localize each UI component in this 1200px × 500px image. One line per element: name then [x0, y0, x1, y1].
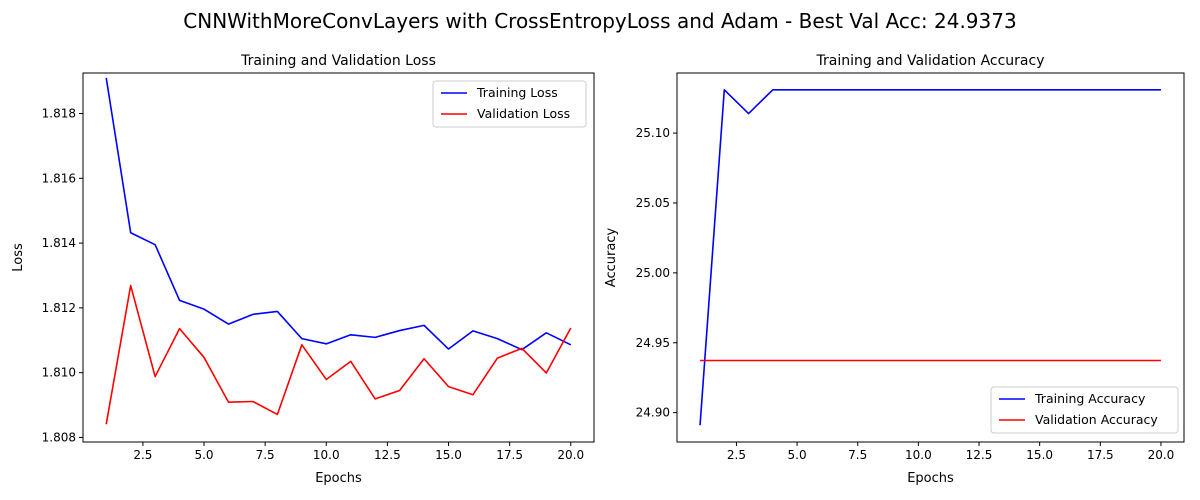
y-tick-label: 24.95 [636, 336, 670, 350]
x-axis-label: Epochs [315, 471, 362, 486]
x-tick-label: 10.0 [905, 448, 932, 462]
series-line-training-loss [105, 77, 572, 351]
y-tick-label: 25.00 [636, 266, 670, 280]
x-tick-label: 20.0 [557, 448, 584, 462]
x-tick-label: 17.5 [1087, 448, 1114, 462]
y-tick-label: 1.810 [42, 366, 76, 380]
legend-entry: Training Accuracy [1034, 391, 1146, 406]
series-line-validation-loss [105, 284, 572, 425]
accuracy-chart: 2.5 5.0 7.5 10.0 12.5 15.0 17.5 20.0 24.90 24.95 2… [604, 53, 1185, 486]
x-tick-label: 2.5 [133, 448, 152, 462]
x-tick-label: 12.5 [966, 448, 993, 462]
chart-title: Training and Validation Accuracy [816, 53, 1045, 69]
figure-suptitle: CNNWithMoreConvLayers with CrossEntropyL… [183, 9, 1016, 33]
legend: Training Loss Validation Loss [432, 80, 587, 128]
x-tick-label: 5.0 [788, 448, 807, 462]
y-tick-label: 25.10 [636, 126, 670, 140]
legend-entry: Training Loss [476, 85, 558, 100]
x-tick-label: 10.0 [313, 448, 340, 462]
x-axis-label: Epochs [907, 471, 954, 486]
y-tick-label: 1.818 [42, 106, 76, 120]
y-tick-label: 25.05 [636, 196, 670, 210]
plot-area-frame [82, 72, 595, 443]
x-tick-label: 15.0 [1026, 448, 1053, 462]
series-line-training-accuracy [699, 88, 1161, 426]
x-tick-label: 7.5 [256, 448, 275, 462]
y-tick-label: 1.812 [42, 301, 76, 315]
x-tick-label: 7.5 [848, 448, 867, 462]
x-tick-label: 20.0 [1148, 448, 1175, 462]
y-axis-label: Accuracy [604, 228, 619, 288]
y-axis-label: Loss [11, 243, 26, 272]
loss-chart: 2.5 5.0 7.5 10.0 12.5 15.0 17.5 20.0 1.808 1.810 1… [11, 53, 595, 486]
y-tick-label: 1.808 [42, 430, 76, 444]
x-tick-label: 5.0 [194, 448, 213, 462]
y-tick-label: 1.816 [42, 171, 76, 185]
y-tick-label: 1.814 [42, 236, 76, 250]
plot-area-frame [676, 72, 1185, 443]
y-tick-label: 24.90 [636, 406, 670, 420]
x-tick-label: 2.5 [727, 448, 746, 462]
x-tick-label: 12.5 [374, 448, 401, 462]
x-tick-label: 15.0 [435, 448, 462, 462]
chart-title: Training and Validation Loss [240, 53, 436, 69]
legend: Training Accuracy Validation Accuracy [990, 386, 1179, 434]
legend-box [432, 80, 587, 128]
x-tick-label: 17.5 [496, 448, 523, 462]
legend-entry: Validation Accuracy [1035, 412, 1158, 427]
legend-box [990, 386, 1179, 434]
legend-entry: Validation Loss [477, 106, 570, 121]
